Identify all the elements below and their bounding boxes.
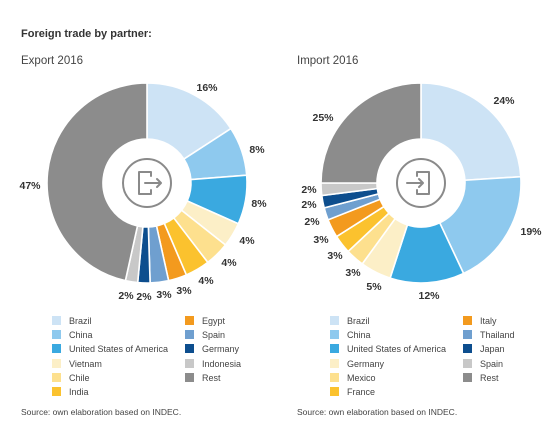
import-legend-label: Brazil: [347, 316, 370, 326]
import-legend-swatch: [330, 372, 339, 382]
export-label-india: 4%: [198, 275, 214, 287]
export-legend-label: Indonesia: [202, 358, 242, 369]
import-label-mexico: 3%: [345, 267, 361, 279]
export-label-rest: 47%: [19, 180, 41, 192]
export-label-united-states-of-america: 8%: [251, 198, 267, 210]
import-label-thailand: 2%: [304, 216, 320, 228]
import-legend-label: China: [347, 330, 371, 341]
export-legend-swatch: [52, 330, 61, 340]
export-label-chile: 4%: [221, 257, 237, 269]
export-legend-label: India: [69, 387, 89, 397]
export-legend-label: Egypt: [202, 316, 226, 326]
import-legend-swatch: [463, 316, 472, 325]
export-legend-swatch: [52, 316, 61, 325]
import-center-icon: [396, 158, 446, 208]
import-label-germany: 5%: [366, 281, 382, 293]
import-legend-label: Italy: [480, 316, 497, 326]
export-legend-label: United States of America: [69, 344, 169, 355]
import-label-france: 3%: [327, 250, 343, 262]
import-chart-title: Import 2016: [297, 55, 359, 67]
import-legend-swatch: [463, 372, 472, 382]
export-pie-chart: 16%8%8%4%4%4%3%3%2%2%47%: [19, 82, 267, 300]
export-label-spain: 3%: [156, 289, 172, 300]
import-pie-chart: 24%19%12%5%3%3%3%2%2%2%25%: [301, 82, 542, 300]
export-legend-swatch: [185, 330, 194, 340]
import-source-note: Source: own elaboration based on INDEC.: [297, 407, 458, 417]
import-legend-swatch: [330, 387, 339, 396]
export-label-indonesia: 2%: [118, 290, 134, 300]
import-legend-swatch: [463, 344, 472, 354]
export-legend-label: Germany: [202, 344, 240, 355]
page-heading: Foreign trade by partner:: [21, 28, 152, 40]
import-label-brazil: 24%: [493, 95, 515, 107]
import-label-italy: 3%: [313, 234, 329, 246]
import-legend-swatch: [463, 358, 472, 368]
import-legend-label: United States of America: [347, 344, 447, 355]
export-label-vietnam: 4%: [239, 235, 255, 247]
import-legend-label: Mexico: [347, 372, 376, 383]
import-legend-label: Thailand: [480, 330, 515, 341]
import-label-spain: 2%: [301, 184, 317, 196]
export-legend-swatch: [185, 316, 194, 325]
export-legend-label: Brazil: [69, 316, 92, 326]
import-label-rest: 25%: [312, 112, 334, 124]
export-label-egypt: 3%: [176, 285, 192, 297]
export-legend-swatch: [52, 358, 61, 368]
import-slice-rest: [320, 82, 422, 184]
export-label-brazil: 16%: [196, 82, 218, 94]
export-source-note: Source: own elaboration based on INDEC.: [21, 407, 182, 417]
import-label-china: 19%: [520, 226, 542, 238]
export-legend-swatch: [52, 372, 61, 382]
import-slice-brazil: [420, 82, 522, 182]
import-legend-swatch: [463, 330, 472, 340]
export-legend-swatch: [185, 344, 194, 354]
export-legend-label: Rest: [202, 372, 221, 383]
export-slice-rest: [46, 82, 148, 282]
import-legend-swatch: [330, 330, 339, 340]
import-legend-swatch: [330, 358, 339, 368]
import-legend-label: Rest: [480, 372, 499, 383]
import-legend-label: Japan: [480, 344, 505, 355]
import-legend-label: Germany: [347, 358, 385, 369]
export-legend-swatch: [52, 344, 61, 354]
import-legend-swatch: [330, 316, 339, 325]
export-label-china: 8%: [249, 144, 265, 156]
import-legend-label: Spain: [480, 358, 504, 369]
export-legend-label: Spain: [202, 330, 226, 341]
export-panel: Export 2016 16% 8% 8% 4% 4% 4% 3% 3% 2% 2% 47% Bra…: [0, 0, 270, 432]
export-label-germany: 2%: [136, 291, 152, 300]
export-chart-title: Export 2016: [21, 55, 84, 67]
export-legend-label: Vietnam: [69, 358, 102, 369]
import-label-japan: 2%: [301, 199, 317, 211]
export-legend-label: Chile: [69, 372, 90, 383]
import-panel: Import 2016 24% 19% 12% 5% 3% 3% 3% 2% 2% 2% 25% B…: [275, 0, 545, 432]
export-center-icon: [122, 158, 172, 208]
export-legend-swatch: [185, 372, 194, 382]
export-legend-swatch: [185, 358, 194, 368]
import-legend-swatch: [330, 344, 339, 354]
export-legend-swatch: [52, 387, 61, 396]
import-legend-label: France: [347, 387, 376, 397]
import-slice-china: [438, 175, 522, 275]
export-legend-label: China: [69, 330, 93, 341]
import-label-united-states-of-america: 12%: [418, 290, 440, 300]
